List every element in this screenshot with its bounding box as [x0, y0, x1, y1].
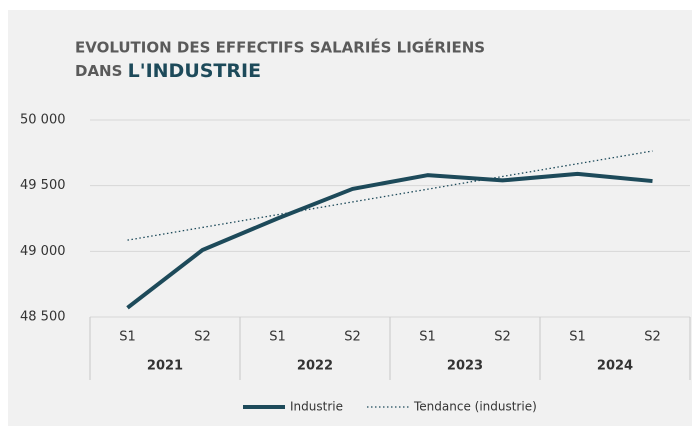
- title-highlight: L'INDUSTRIE: [128, 60, 261, 82]
- x-tick-label: S2: [194, 330, 211, 345]
- x-tick-label: S2: [494, 330, 511, 345]
- year-label: 2021: [147, 359, 183, 374]
- x-tick-label: S1: [419, 330, 436, 345]
- data-line: [126, 171, 653, 310]
- year-label: 2023: [447, 359, 483, 374]
- x-tick-label: S1: [119, 330, 136, 345]
- trend-line: [127, 150, 653, 241]
- x-tick-label: S2: [644, 330, 661, 345]
- x-tick-label: S1: [269, 330, 286, 345]
- x-tick-label: S2: [344, 330, 361, 345]
- legend-label: Industrie: [290, 400, 343, 414]
- y-tick-label: 48 500: [20, 310, 66, 325]
- y-tick-label: 49 000: [20, 244, 66, 259]
- chart-background: [8, 10, 692, 426]
- chart-title: DANS L'INDUSTRIE: [75, 60, 261, 82]
- x-tick-label: S1: [569, 330, 586, 345]
- chart-title: EVOLUTION DES EFFECTIFS SALARIÉS LIGÉRIE…: [75, 38, 485, 57]
- legend-label: Tendance (industrie): [413, 400, 537, 414]
- title-text: DANS: [75, 62, 122, 80]
- y-tick-label: 50 000: [20, 113, 66, 128]
- year-label: 2022: [297, 359, 333, 374]
- year-label: 2024: [597, 359, 633, 374]
- y-tick-label: 49 500: [20, 178, 66, 193]
